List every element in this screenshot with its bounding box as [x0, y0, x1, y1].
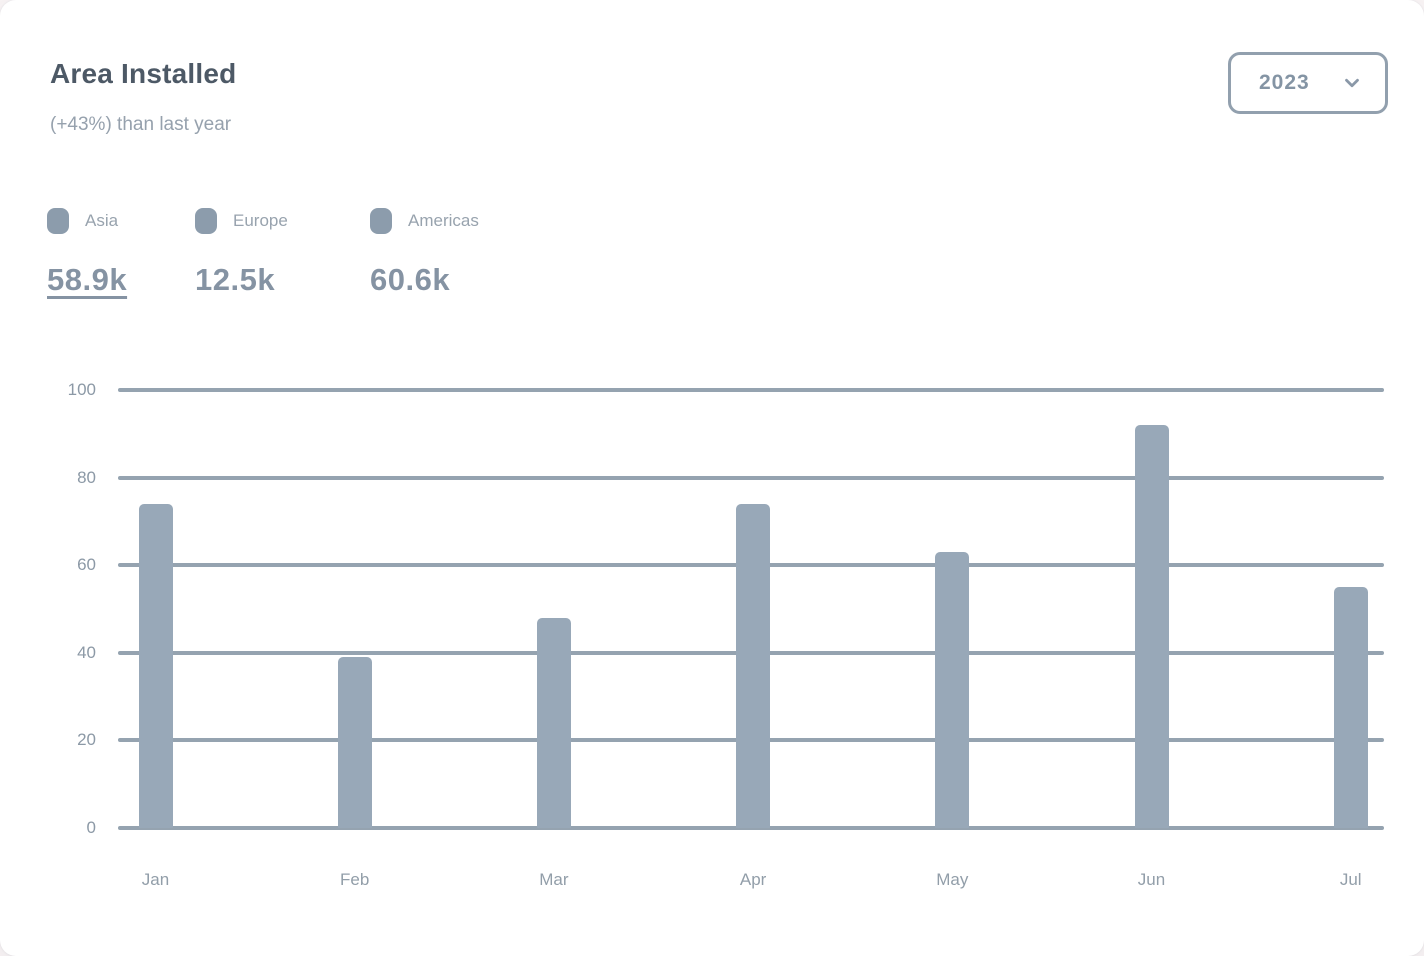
- gridline-0: [118, 826, 1384, 830]
- legend-marker-icon: [47, 208, 69, 234]
- legend-label: Americas: [408, 211, 479, 230]
- bar-feb[interactable]: [337, 657, 372, 828]
- legend-value: 12.5k: [195, 262, 276, 297]
- gridline-100: [118, 388, 1384, 392]
- x-axis-label-apr: Apr: [739, 870, 767, 889]
- legend-value: 58.9k: [47, 262, 128, 297]
- legend-marker-icon: [370, 208, 392, 234]
- x-axis-label-mar: Mar: [539, 870, 569, 889]
- y-axis-label-60: 60: [77, 555, 96, 575]
- legend-item-asia: Asia 58.9k: [47, 204, 127, 298]
- x-axis-label-jul: Jul: [1339, 870, 1362, 889]
- bar-may[interactable]: [935, 552, 970, 828]
- y-axis-label-40: 40: [77, 642, 96, 662]
- legend-toggle-europe[interactable]: Europe: [195, 204, 288, 238]
- bar-jun[interactable]: [1134, 425, 1169, 828]
- year-select-value: 2023: [1259, 71, 1310, 94]
- bar-mar[interactable]: [536, 617, 571, 828]
- bar-jul[interactable]: [1333, 587, 1368, 828]
- legend-marker-icon: [195, 208, 217, 234]
- y-axis-label-0: 0: [86, 818, 96, 837]
- x-axis-label-jan: Jan: [141, 870, 170, 889]
- bar-jan[interactable]: [138, 503, 173, 828]
- legend-toggle-asia[interactable]: Asia: [47, 204, 127, 238]
- legend-value: 60.6k: [370, 262, 451, 297]
- legend-toggle-americas[interactable]: Americas: [370, 204, 479, 238]
- legend-item-americas: Americas 60.6k: [370, 204, 479, 298]
- year-select-button[interactable]: 2023: [1228, 52, 1388, 114]
- y-axis-label-100: 100: [67, 380, 96, 399]
- x-axis-label-may: May: [936, 870, 969, 889]
- bar-chart-plot-area: 0 20 40 60 80 100 Jan Feb Mar Apr May Jun Jul: [68, 380, 1384, 889]
- y-axis-label-80: 80: [77, 467, 96, 487]
- legend-item-europe: Europe 12.5k: [195, 204, 288, 298]
- card-subtitle: (+43%) than last year: [50, 114, 232, 135]
- bar-apr[interactable]: [736, 503, 771, 828]
- chevron-down-icon: [1345, 78, 1359, 88]
- x-axis-label-jun: Jun: [1137, 870, 1166, 889]
- gridline-80: [118, 475, 1384, 480]
- legend-label: Asia: [85, 211, 119, 230]
- page-title: Area Installed: [50, 58, 237, 89]
- x-axis-label-feb: Feb: [340, 870, 370, 889]
- legend-label: Europe: [233, 211, 288, 230]
- y-axis-label-20: 20: [77, 730, 96, 750]
